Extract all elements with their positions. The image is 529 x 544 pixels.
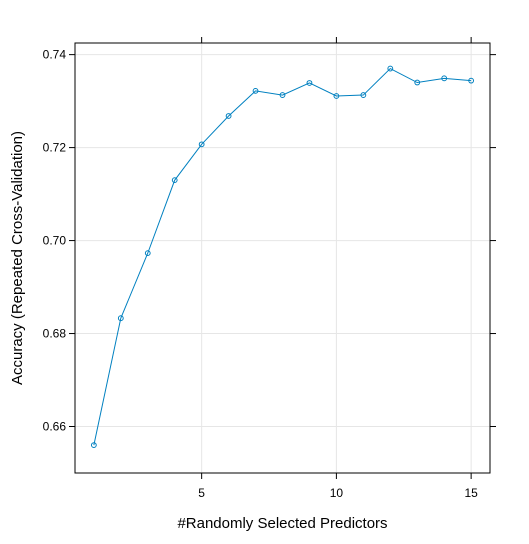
data-point [306, 80, 313, 86]
y-tick-label: 0.70 [43, 234, 67, 248]
x-tick-label: 5 [198, 486, 205, 500]
data-point [117, 315, 124, 322]
grid-layer [75, 43, 490, 473]
y-tick-label: 0.72 [43, 141, 67, 155]
data-point [441, 75, 448, 82]
data-point [225, 113, 232, 119]
data-point [333, 93, 340, 99]
plot-frame [74, 42, 491, 474]
y-tick-label: 0.74 [43, 48, 67, 62]
x-axis-label: #Randomly Selected Predictors [177, 515, 387, 532]
x-tick-label: 15 [464, 486, 478, 500]
data-point [468, 77, 475, 84]
y-axis-label: Accuracy (Repeated Cross-Validation) [9, 131, 26, 385]
x-tick-label: 10 [330, 486, 344, 500]
data-point [387, 65, 394, 72]
data-point [279, 92, 286, 98]
data-point [414, 79, 421, 86]
tick-layer: 5 10 15 0.66 0.68 0.70 0.72 0.74 [43, 37, 496, 500]
data-point [198, 141, 205, 148]
series-layer [90, 65, 475, 449]
data-point [90, 442, 97, 449]
data-point [144, 250, 151, 257]
y-tick-label: 0.66 [43, 420, 67, 434]
data-point [360, 92, 367, 98]
data-point [252, 87, 259, 94]
y-tick-label: 0.68 [43, 327, 67, 341]
data-point [171, 177, 178, 184]
series-line [93, 67, 472, 446]
